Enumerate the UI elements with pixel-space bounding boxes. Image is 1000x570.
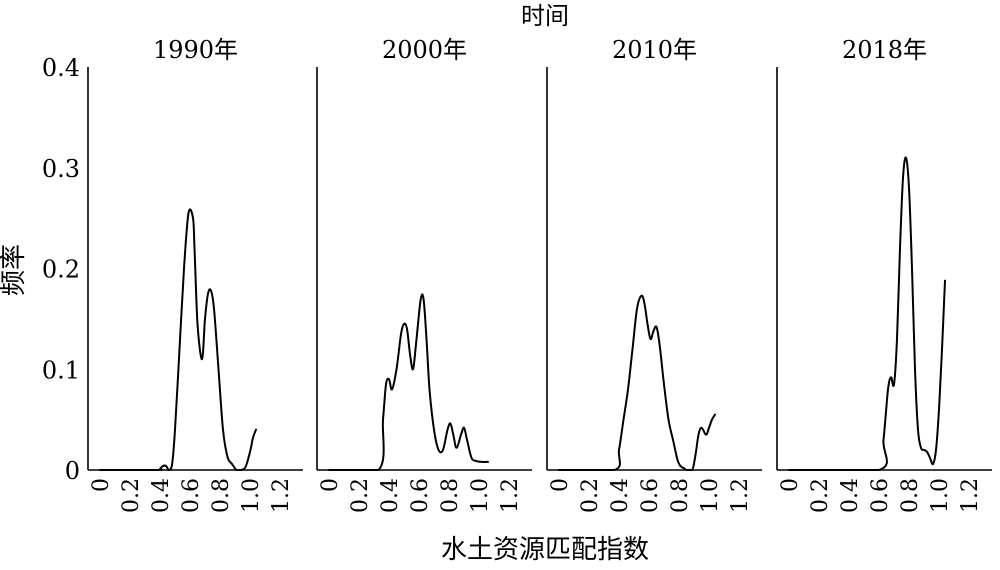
density-curve [788,156,946,472]
panel-title: 1990年 [153,36,238,64]
x-tick-label: 1.2 [498,478,523,513]
x-tick-label: 1.2 [958,478,983,513]
y-tick-label: 0.2 [42,256,80,284]
y-tick-label: 0.1 [42,356,80,384]
x-tick-label: 1.0 [239,478,264,513]
x-tick-label: 0.6 [408,478,433,513]
x-tick-label: 0 [778,478,803,492]
x-tick-label: 0.8 [668,478,693,513]
x-tick-label: 0.6 [638,478,663,513]
y-tick-label: 0.4 [42,54,80,82]
x-tick-label: 0.2 [119,478,144,513]
x-axis-title: 水土资源匹配指数 [441,535,649,565]
x-tick-label: 0.4 [149,478,174,513]
x-tick-label: 0.6 [868,478,893,513]
x-tick-label: 0.2 [808,478,833,513]
x-tick-label: 0.8 [438,478,463,513]
panel-title: 2018年 [842,36,927,64]
x-tick-label: 1.0 [928,478,953,513]
density-curve [328,293,489,471]
x-tick-label: 1.2 [269,478,294,513]
x-tick-label: 0 [318,478,343,492]
x-tick-label: 0.2 [578,478,603,513]
y-tick-label: 0.3 [42,155,80,183]
chart-title: 时间 [521,2,569,30]
x-tick-label: 0.6 [179,478,204,513]
x-tick-label: 0.2 [348,478,373,513]
y-tick-label: 0 [65,457,80,485]
x-tick-label: 1.0 [468,478,493,513]
x-tick-label: 0.4 [608,478,633,513]
density-curve [558,294,716,471]
x-tick-label: 0 [548,478,573,492]
x-tick-label: 0.8 [209,478,234,513]
x-tick-label: 0.8 [898,478,923,513]
panel-title: 2000年 [382,36,467,64]
density-curve [99,208,257,471]
x-tick-label: 1.0 [698,478,723,513]
x-tick-label: 1.2 [728,478,753,513]
y-axis-title: 频率 [0,244,29,296]
panel-title: 2010年 [612,36,697,64]
x-tick-label: 0 [89,478,114,492]
x-tick-label: 0.4 [378,478,403,513]
x-tick-label: 0.4 [838,478,863,513]
